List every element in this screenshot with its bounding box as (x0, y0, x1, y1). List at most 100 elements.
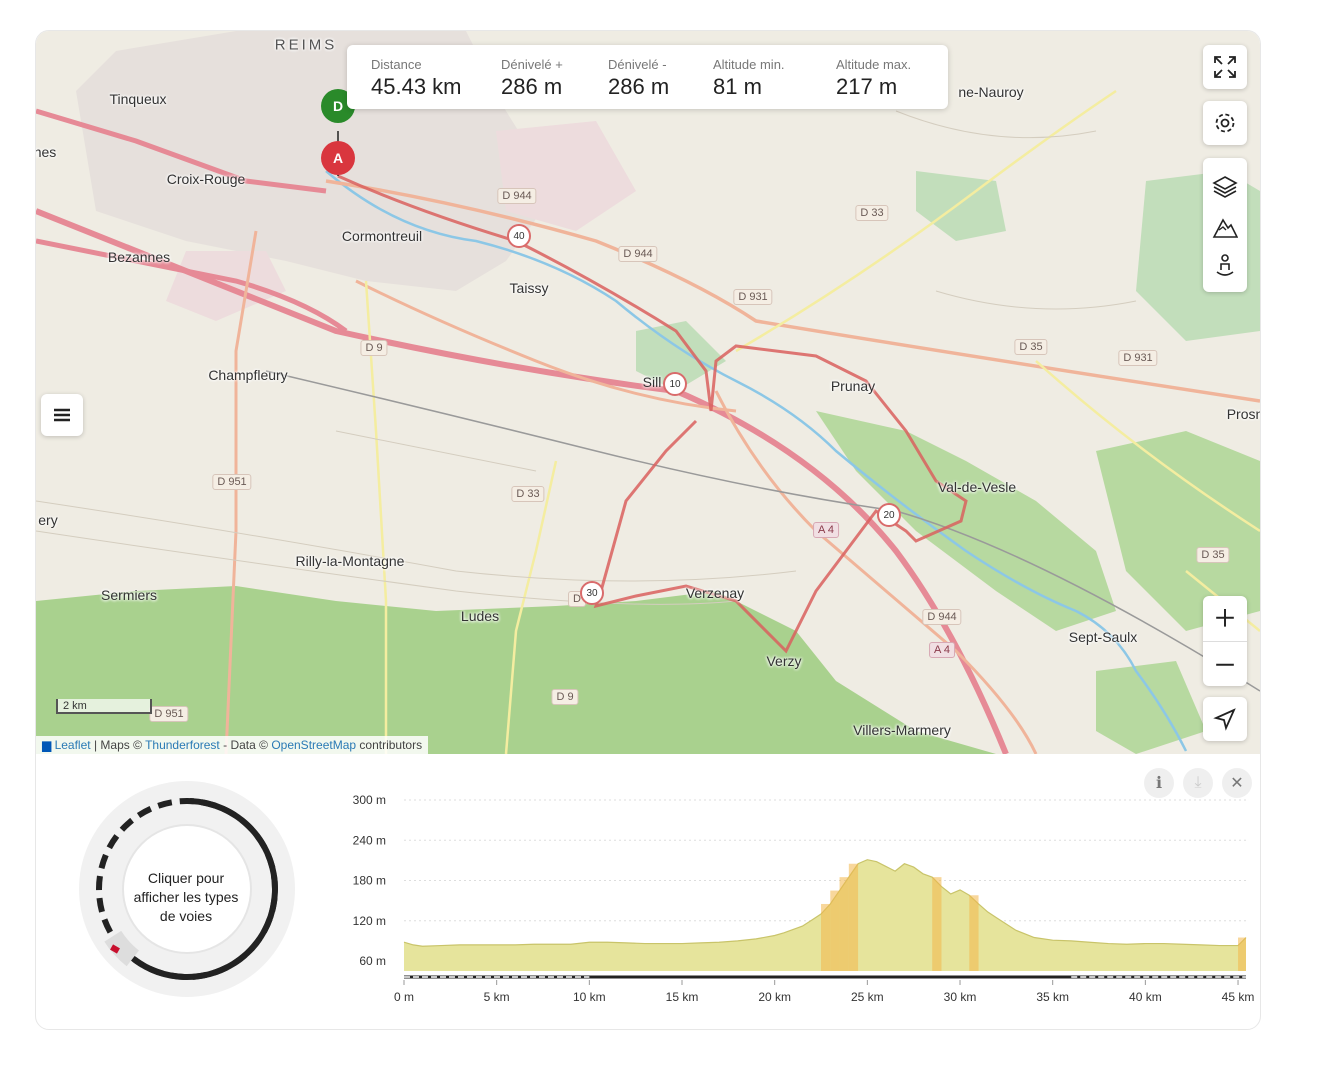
place-label: Rilly-la-Montagne (295, 553, 405, 569)
stat-value: 45.43 km (371, 74, 462, 99)
place-label: Verzenay (685, 585, 745, 601)
info-button[interactable]: ℹ (1144, 768, 1174, 798)
map[interactable]: REIMS Tinqueux Croix-Rouge Cormontreuil Beza… (36, 31, 1260, 754)
info-icon: ℹ (1155, 775, 1163, 792)
road-badge: D 931 (733, 289, 773, 305)
place-label: Prosn (1226, 406, 1260, 422)
y-tick-label: 60 m (359, 954, 386, 968)
stat-elevation-loss: Dénivelé - 286 m (608, 57, 669, 100)
y-tick-label: 180 m (353, 874, 386, 888)
stat-value: 286 m (501, 74, 563, 99)
profile-section: Cliquer pour afficher les types de voies… (36, 754, 1260, 1029)
steep-segment (839, 877, 849, 971)
road-badge: D 944 (618, 246, 658, 262)
map-attribution: ▆ Leaflet | Maps © Thunderforest - Data … (36, 736, 429, 754)
fullscreen-button[interactable] (1203, 45, 1247, 89)
attribution-text: contributors (359, 738, 423, 752)
attribution-text: | Maps © (93, 738, 142, 752)
km-marker: 20 (877, 503, 901, 527)
x-tick-label: 10 km (573, 990, 606, 1004)
x-tick-label: 20 km (758, 990, 791, 1004)
map-tools-group (1203, 158, 1247, 292)
settings-button[interactable] (1203, 101, 1247, 145)
y-tick-label: 300 m (353, 793, 386, 807)
road-badge: D 951 (212, 474, 252, 490)
layers-icon[interactable] (1212, 174, 1238, 200)
zoom-out-icon[interactable] (1213, 653, 1237, 677)
locate-button[interactable] (1203, 697, 1247, 741)
stat-elevation-gain: Dénivelé + 286 m (501, 57, 563, 100)
thunderforest-link[interactable]: Thunderforest (145, 738, 220, 752)
stat-label: Dénivelé - (608, 57, 667, 72)
map-scale: 2 km (56, 699, 152, 714)
road-badge: D 951 (149, 706, 189, 722)
place-label: Verzy (766, 653, 802, 669)
menu-button[interactable] (41, 394, 83, 436)
download-button[interactable]: ⤓ (1183, 768, 1213, 798)
menu-icon (54, 408, 70, 422)
steep-segment (848, 863, 859, 971)
terrain-icon[interactable] (1212, 214, 1238, 240)
fullscreen-icon (1214, 56, 1236, 78)
stat-label: Altitude min. (713, 57, 785, 72)
end-marker[interactable]: A (321, 141, 355, 175)
x-tick-label: 30 km (944, 990, 977, 1004)
zoom-controls (1203, 596, 1247, 686)
ukraine-flag-icon: ▆ (42, 738, 52, 752)
stat-label: Altitude max. (836, 57, 912, 72)
settings-icon (1215, 113, 1235, 133)
road-badge: A 4 (813, 522, 839, 538)
steep-segment (821, 903, 831, 971)
close-icon: ✕ (1230, 775, 1244, 792)
stat-value: 217 m (836, 74, 898, 99)
route-stats-panel: Distance 45.43 km Dénivelé + 286 m Déniv… (347, 45, 948, 109)
x-tick-label: 5 km (484, 990, 510, 1004)
place-label: Sermiers (100, 587, 158, 603)
x-tick-label: 40 km (1129, 990, 1162, 1004)
donut-label: Cliquer pour afficher les types de voies (133, 870, 239, 924)
zoom-in-icon[interactable] (1213, 606, 1237, 630)
street-view-icon[interactable] (1212, 252, 1238, 278)
place-label: Sill (642, 374, 662, 390)
place-label: ne-Nauroy (958, 84, 1024, 100)
place-label: Sept-Saulx (1068, 629, 1138, 645)
profile-svg: 300 m 240 m 180 m 120 m 60 m 0 m 5 km 10 km 15 k… (353, 793, 1255, 1004)
road-badge: D 944 (497, 188, 537, 204)
stat-value: 286 m (608, 74, 670, 99)
km-marker: 30 (580, 581, 604, 605)
osm-link[interactable]: OpenStreetMap (271, 738, 357, 752)
place-label: Ludes (460, 608, 500, 624)
download-icon: ⤓ (1194, 774, 1202, 791)
place-label: Prunay (830, 378, 876, 394)
stat-label: Dénivelé + (501, 57, 563, 72)
place-label: Champfleury (208, 367, 288, 383)
road-badge: D 9 (551, 689, 579, 705)
place-label: Cormontreuil (341, 228, 423, 244)
steep-segment (969, 895, 979, 971)
road-badge: D 33 (511, 486, 545, 502)
close-button[interactable]: ✕ (1222, 768, 1252, 798)
stat-value: 81 m (713, 74, 762, 99)
place-label: nes (36, 144, 57, 160)
place-label: Croix-Rouge (166, 171, 246, 187)
map-base (36, 31, 1260, 754)
place-label: ery (38, 512, 58, 528)
road-badge: D 35 (1196, 547, 1230, 563)
leaflet-link[interactable]: Leaflet (54, 738, 91, 752)
road-badge: D 931 (1118, 350, 1158, 366)
stat-altitude-min: Altitude min. 81 m (713, 57, 785, 100)
x-tick-label: 45 km (1222, 990, 1255, 1004)
attribution-text: - Data © (223, 738, 268, 752)
place-label: Taissy (509, 280, 549, 296)
steep-segment (932, 877, 942, 971)
place-label: Val-de-Vesle (937, 479, 1017, 495)
x-tick-label: 15 km (666, 990, 699, 1004)
km-marker: 10 (663, 372, 687, 396)
stat-altitude-max: Altitude max. 217 m (836, 57, 911, 100)
y-tick-label: 120 m (353, 914, 386, 928)
end-marker-label: A (332, 150, 344, 166)
locate-icon (1213, 708, 1236, 731)
road-badge: D 33 (855, 205, 889, 221)
road-type-donut[interactable] (71, 754, 341, 1024)
stat-label: Distance (371, 57, 422, 72)
